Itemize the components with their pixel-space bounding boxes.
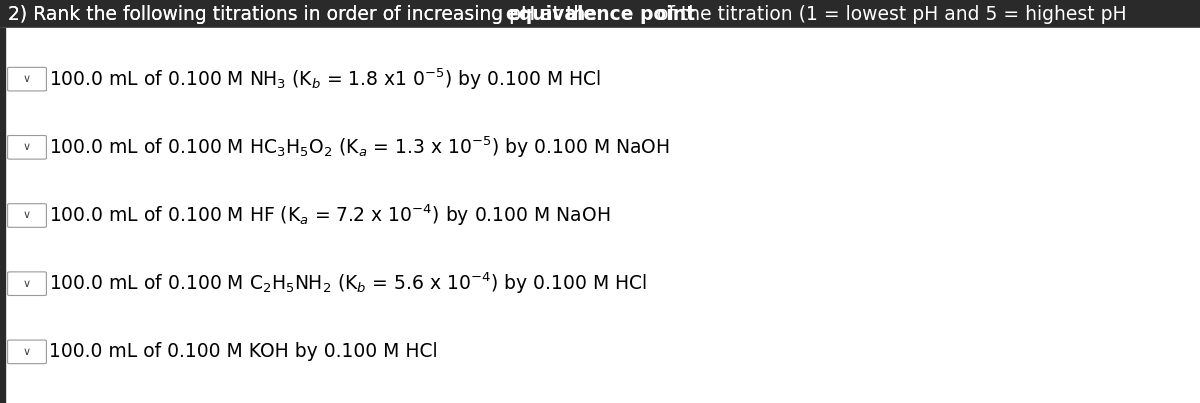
Bar bbox=[0, 28, 5, 403]
FancyBboxPatch shape bbox=[7, 204, 47, 227]
FancyBboxPatch shape bbox=[7, 67, 47, 91]
Text: ∨: ∨ bbox=[23, 279, 31, 289]
Text: ∨: ∨ bbox=[23, 142, 31, 152]
Text: 100.0 mL of 0.100 M NH$_3$ (K$_b$ = 1.8 x1 0$^{-5}$) by 0.100 M HCl: 100.0 mL of 0.100 M NH$_3$ (K$_b$ = 1.8 … bbox=[49, 66, 601, 92]
Text: 2) Rank the following titrations in order of increasing pH at the: 2) Rank the following titrations in orde… bbox=[8, 4, 602, 23]
Text: ∨: ∨ bbox=[23, 74, 31, 84]
FancyBboxPatch shape bbox=[7, 272, 47, 295]
Text: ∨: ∨ bbox=[23, 347, 31, 357]
Text: 100.0 mL of 0.100 M HF (K$_a$ = 7.2 x 10$^{-4}$) by 0.100 M NaOH: 100.0 mL of 0.100 M HF (K$_a$ = 7.2 x 10… bbox=[49, 203, 611, 228]
Text: 100.0 mL of 0.100 M C$_2$H$_5$NH$_2$ (K$_b$ = 5.6 x 10$^{-4}$) by 0.100 M HCl: 100.0 mL of 0.100 M C$_2$H$_5$NH$_2$ (K$… bbox=[49, 271, 647, 297]
Text: of the titration (1 = lowest pH and 5 = highest pH: of the titration (1 = lowest pH and 5 = … bbox=[650, 4, 1127, 23]
Text: ∨: ∨ bbox=[23, 210, 31, 220]
Text: 100.0 mL of 0.100 M HC$_3$H$_5$O$_2$ (K$_a$ = 1.3 x 10$^{-5}$) by 0.100 M NaOH: 100.0 mL of 0.100 M HC$_3$H$_5$O$_2$ (K$… bbox=[49, 135, 670, 160]
FancyBboxPatch shape bbox=[7, 135, 47, 159]
FancyBboxPatch shape bbox=[7, 340, 47, 364]
Text: 2) Rank the following titrations in order of increasing pH at the: 2) Rank the following titrations in orde… bbox=[8, 4, 602, 23]
Text: 100.0 mL of 0.100 M KOH by 0.100 M HCl: 100.0 mL of 0.100 M KOH by 0.100 M HCl bbox=[49, 343, 438, 361]
Text: equivalence point: equivalence point bbox=[506, 4, 695, 23]
